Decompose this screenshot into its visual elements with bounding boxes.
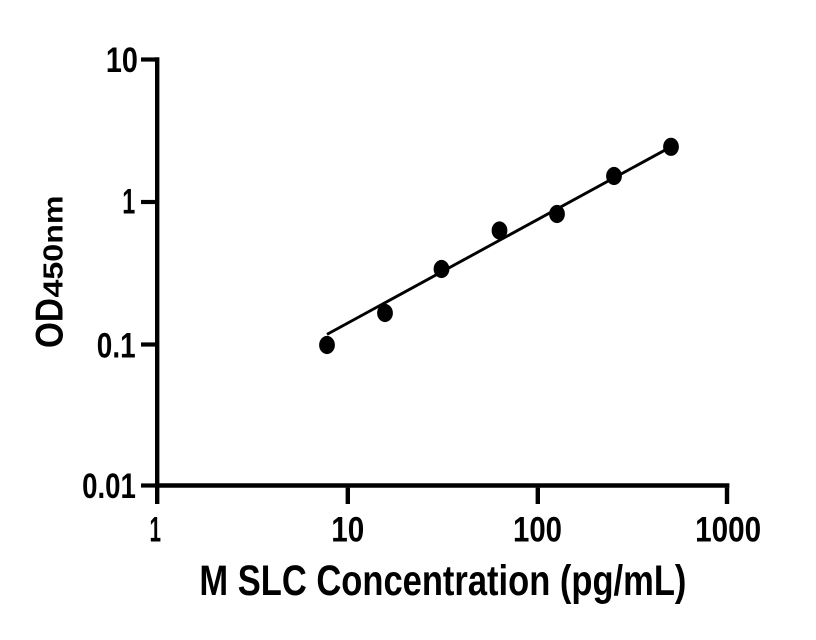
svg-text:1000: 1000 — [695, 511, 761, 550]
svg-text:450nm: 450nm — [38, 196, 69, 298]
svg-text:1: 1 — [150, 511, 162, 550]
svg-text:0.01: 0.01 — [82, 467, 136, 506]
svg-text:10: 10 — [331, 511, 364, 550]
svg-text:OD: OD — [29, 298, 72, 348]
svg-text:10: 10 — [106, 41, 138, 80]
svg-text:100: 100 — [513, 511, 562, 550]
svg-text:M SLC Concentration (pg/mL): M SLC Concentration (pg/mL) — [199, 558, 686, 605]
svg-text:1: 1 — [122, 183, 135, 222]
svg-text:0.1: 0.1 — [97, 326, 136, 365]
